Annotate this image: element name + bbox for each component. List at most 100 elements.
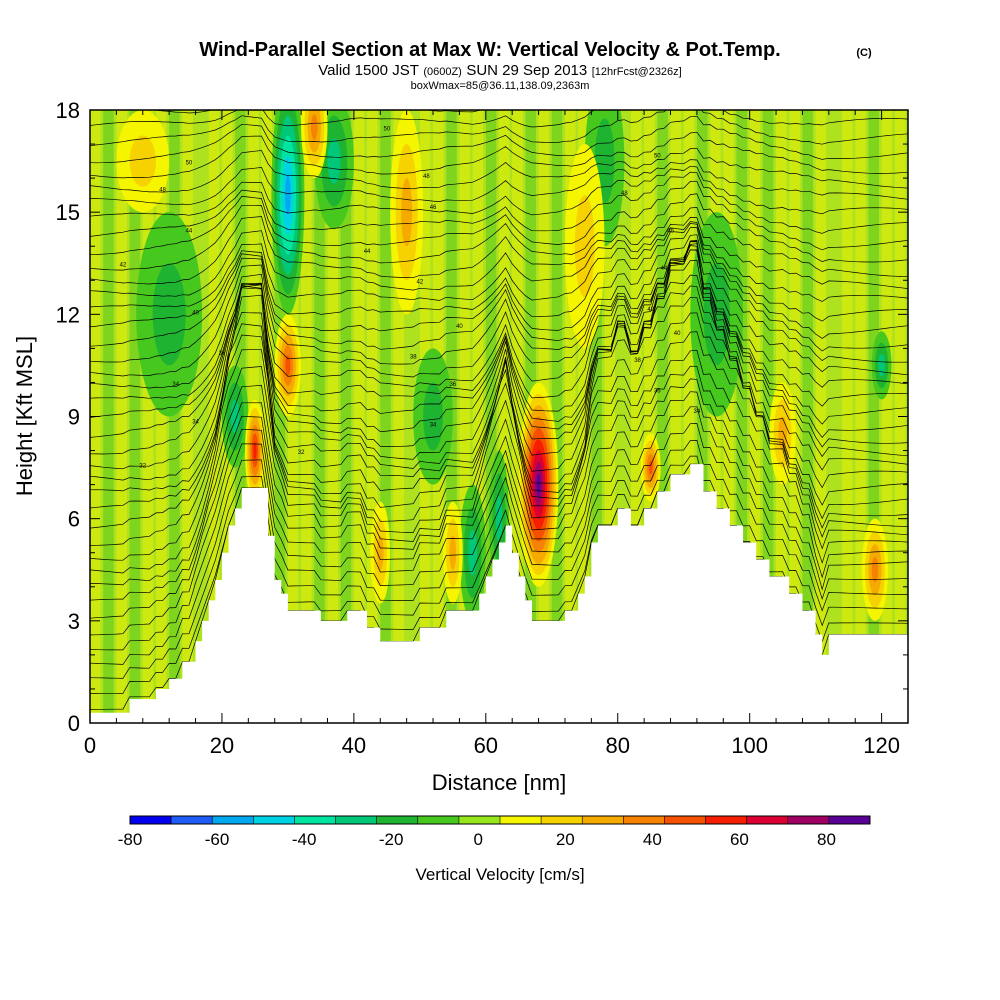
- chart-subtitle-2: boxWmax=85@36.11,138.09,2363m: [411, 80, 590, 92]
- colorbar-tick-label: -20: [379, 830, 404, 849]
- theta-contours: [90, 110, 908, 710]
- theta-contour: [90, 243, 908, 377]
- velocity-stripe: [380, 110, 391, 723]
- velocity-stripe: [683, 110, 695, 723]
- updraft-cell: [871, 556, 879, 583]
- updraft-cell: [536, 473, 541, 496]
- updraft-cell: [253, 442, 257, 460]
- y-tick-label: 18: [56, 98, 80, 123]
- downdraft-cell: [327, 138, 341, 184]
- updraft-cell: [401, 178, 413, 247]
- colorbar-tick-label: -60: [205, 830, 230, 849]
- copyright-mark: (C): [856, 47, 872, 59]
- theta-contour-label: 44: [661, 266, 668, 272]
- theta-contour: [90, 274, 908, 492]
- y-tick-label: 6: [68, 507, 80, 532]
- colorbar-swatch: [212, 816, 254, 824]
- theta-contour-label: 40: [192, 310, 199, 316]
- chart-title: Wind-Parallel Section at Max W: Vertical…: [199, 39, 780, 61]
- velocity-stripe: [393, 110, 405, 723]
- theta-contour: [90, 365, 908, 586]
- velocity-stripe: [881, 110, 893, 723]
- terrain: [90, 464, 908, 723]
- theta-contour-label: 44: [186, 229, 193, 235]
- theta-contour-label: 42: [416, 280, 423, 286]
- velocity-stripe: [208, 110, 220, 723]
- colorbar-swatch: [171, 816, 213, 824]
- x-tick-label: 0: [84, 733, 96, 758]
- colorbar-swatch: [458, 816, 501, 824]
- theta-contour-label: 38: [634, 358, 641, 364]
- theta-contour-label: 34: [694, 409, 701, 415]
- velocity-stripe: [472, 110, 484, 723]
- theta-contour: [90, 245, 908, 418]
- theta-contour: [90, 331, 908, 561]
- x-tick-label: 120: [863, 733, 900, 758]
- colorbar-tick-label: 0: [474, 830, 483, 849]
- updraft-cell: [648, 460, 653, 475]
- x-tick-label: 100: [731, 733, 768, 758]
- theta-contour: [90, 207, 908, 285]
- plot-area: 50 48 44 42 40 36 34 34 32 50 48 46 44 42 40 38 36 34 32 50…: [90, 110, 908, 723]
- theta-contour-label: 48: [159, 188, 166, 194]
- theta-contour: [90, 115, 908, 164]
- x-tick-label: 40: [342, 733, 366, 758]
- colorbar-swatch: [253, 816, 295, 824]
- x-axis: 0 20 40 60 80 100 120: [84, 110, 909, 758]
- colorbar-swatch: [582, 816, 624, 824]
- theta-contour-label: 42: [120, 263, 127, 269]
- velocity-stripe: [274, 110, 286, 723]
- colorbar-swatch: [787, 816, 830, 824]
- theta-contour-label: 48: [423, 174, 430, 180]
- theta-contour: [90, 193, 908, 271]
- theta-contour: [90, 171, 908, 237]
- velocity-stripe: [353, 110, 365, 723]
- velocity-stripe: [129, 110, 141, 723]
- y-tick-label: 3: [68, 609, 80, 634]
- y-tick-label: 15: [56, 200, 80, 225]
- x-tick-label: 20: [210, 733, 234, 758]
- theta-contour: [90, 180, 908, 256]
- subtitle-utc: (0600Z): [423, 66, 462, 78]
- theta-contour: [90, 406, 908, 636]
- theta-contour: [90, 159, 908, 206]
- velocity-stripe: [169, 110, 180, 723]
- updraft-cell: [310, 114, 318, 140]
- theta-contour: [90, 239, 908, 455]
- velocity-stripe: [367, 110, 378, 723]
- colorbar-tick-label: 40: [643, 830, 662, 849]
- velocity-stripe: [103, 110, 114, 723]
- velocity-stripe: [116, 110, 127, 723]
- theta-contour: [90, 259, 908, 481]
- velocity-stripe: [301, 110, 312, 723]
- colorbar-swatch: [335, 816, 378, 824]
- updraft-cell: [285, 355, 291, 376]
- theta-contour-label: 40: [674, 331, 681, 337]
- downdraft-cell: [495, 495, 503, 542]
- velocity-stripe: [630, 110, 642, 723]
- theta-contour: [90, 378, 908, 601]
- theta-contour: [90, 223, 908, 328]
- x-tick-label: 60: [474, 733, 498, 758]
- velocity-stripe: [564, 110, 576, 723]
- velocity-stripe: [696, 110, 708, 723]
- colorbar-swatch: [417, 816, 460, 824]
- theta-contour-label: 32: [139, 464, 146, 470]
- colorbar-swatch: [294, 816, 337, 824]
- velocity-stripe: [499, 110, 510, 723]
- theta-contour: [90, 221, 908, 308]
- y-tick-label: 0: [68, 711, 80, 736]
- theta-contour-label: 50: [186, 160, 193, 166]
- downdraft-cell: [878, 354, 885, 377]
- theta-contour: [90, 249, 908, 399]
- updraft-cell: [129, 135, 156, 187]
- colorbar-swatch: [746, 816, 789, 824]
- theta-contour-label: 34: [192, 419, 199, 425]
- colorbar-swatch: [828, 816, 871, 824]
- velocity-stripe: [644, 110, 655, 723]
- theta-contour: [90, 423, 908, 651]
- theta-contour: [90, 165, 908, 217]
- theta-contour: [90, 463, 908, 694]
- theta-contour-label: 34: [172, 382, 179, 388]
